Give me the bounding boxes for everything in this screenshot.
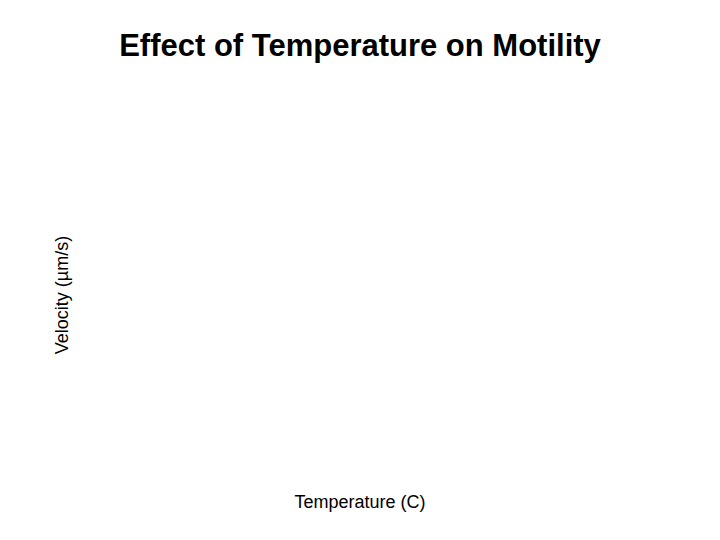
svg-text:Effect of Temperature on Motil: Effect of Temperature on Motility <box>119 28 601 63</box>
svg-text:Temperature (C): Temperature (C) <box>294 492 425 512</box>
svg-text:Velocity (µm/s): Velocity (µm/s) <box>52 236 72 354</box>
